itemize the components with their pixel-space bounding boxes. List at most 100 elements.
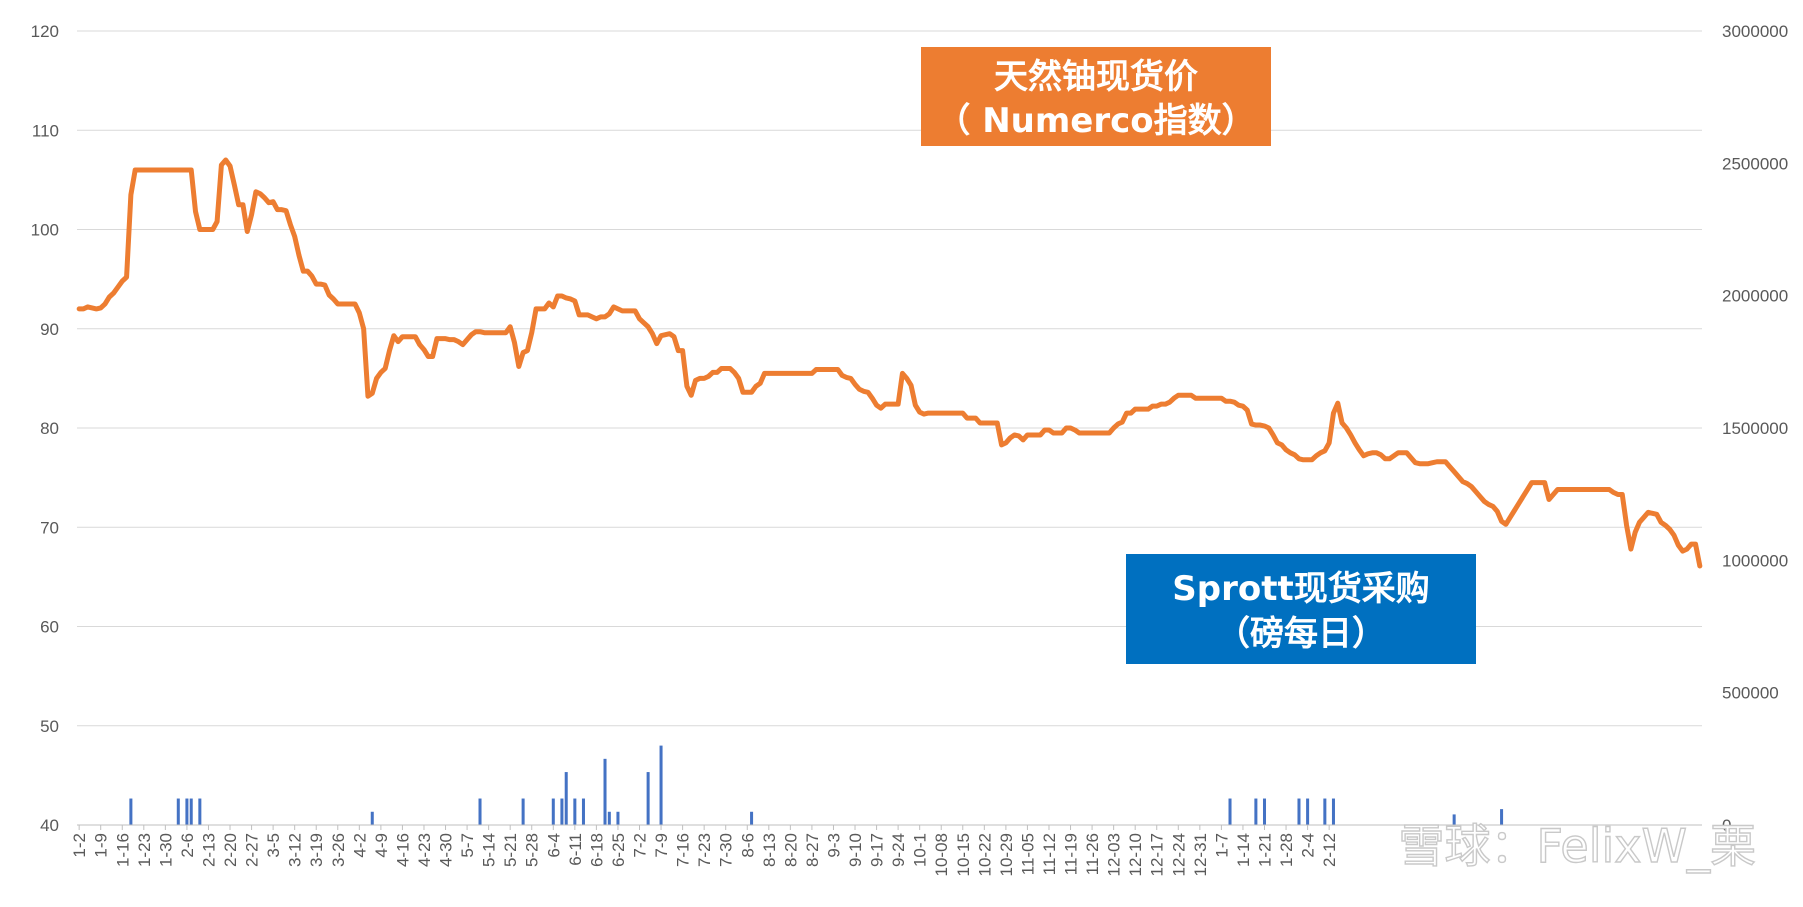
left-tick-label: 110 bbox=[32, 121, 59, 140]
x-tick-label: 9-17 bbox=[868, 833, 887, 867]
bar bbox=[370, 811, 374, 825]
x-tick-label: 2-13 bbox=[199, 833, 218, 867]
x-tick-label: 6-4 bbox=[544, 833, 563, 858]
x-tick-label: 7-23 bbox=[695, 833, 714, 867]
x-tick-label: 8-27 bbox=[803, 833, 822, 867]
x-tick-label: 5-28 bbox=[523, 833, 542, 867]
right-tick-label: 0 bbox=[1722, 816, 1731, 835]
right-tick-label: 3000000 bbox=[1722, 22, 1788, 41]
bar bbox=[1323, 798, 1327, 825]
left-tick-label: 120 bbox=[31, 22, 59, 41]
right-tick-label: 500000 bbox=[1722, 684, 1779, 703]
x-tick-label: 12-17 bbox=[1148, 833, 1167, 876]
x-tick-label: 1-16 bbox=[113, 833, 132, 867]
x-tick-label: 6-11 bbox=[566, 833, 585, 866]
x-tick-label: 7-16 bbox=[674, 833, 693, 867]
left-tick-label: 80 bbox=[40, 419, 59, 438]
bar bbox=[189, 798, 193, 825]
x-tick-label: 1-28 bbox=[1277, 833, 1296, 867]
x-tick-label: 7-9 bbox=[652, 833, 671, 858]
x-tick-label: 2-6 bbox=[178, 833, 197, 858]
x-tick-label: 3-5 bbox=[264, 833, 283, 858]
x-tick-label: 3-19 bbox=[307, 833, 326, 867]
x-tick-label: 1-14 bbox=[1234, 833, 1253, 867]
annotation-sprott-purchases-line2: （磅每日） bbox=[1216, 614, 1386, 654]
x-tick-label: 8-6 bbox=[738, 833, 757, 858]
annotation-uranium-price-line1: 天然铀现货价 bbox=[994, 57, 1198, 97]
left-tick-label: 60 bbox=[40, 618, 59, 637]
bar bbox=[750, 811, 754, 825]
x-tick-label: 12-10 bbox=[1126, 833, 1145, 876]
bar bbox=[607, 811, 611, 825]
x-tick-label: 2-27 bbox=[243, 833, 262, 867]
x-tick-label: 11-26 bbox=[1083, 833, 1102, 875]
annotation-sprott-purchases: Sprott现货采购 （磅每日） bbox=[1126, 554, 1476, 664]
bar bbox=[1306, 798, 1310, 825]
x-tick-label: 1-30 bbox=[156, 833, 175, 867]
bar bbox=[646, 772, 650, 825]
bar bbox=[176, 798, 180, 825]
x-tick-label: 5-21 bbox=[501, 833, 520, 867]
bar bbox=[1262, 798, 1267, 825]
right-tick-label: 1500000 bbox=[1722, 419, 1788, 438]
right-tick-label: 2500000 bbox=[1722, 154, 1788, 173]
annotation-uranium-price-box bbox=[921, 47, 1271, 146]
x-tick-label: 5-14 bbox=[480, 833, 499, 867]
x-tick-label: 12-03 bbox=[1105, 833, 1124, 876]
x-tick-label: 9-10 bbox=[846, 833, 865, 867]
x-tick-label: 4-9 bbox=[372, 833, 391, 858]
x-tick-label: 10-29 bbox=[997, 833, 1016, 876]
x-tick-label: 12-24 bbox=[1169, 833, 1188, 876]
bar bbox=[521, 798, 525, 825]
x-tick-label: 6-18 bbox=[587, 833, 606, 867]
x-tick-label: 11-19 bbox=[1062, 833, 1081, 875]
x-tick-label: 4-2 bbox=[350, 833, 369, 858]
x-tick-label: 9-3 bbox=[824, 833, 843, 858]
x-tick-label: 8-13 bbox=[760, 833, 779, 867]
x-tick-label: 1-7 bbox=[1212, 833, 1231, 858]
x-tick-label: 11-05 bbox=[1018, 833, 1037, 875]
x-tick-label: 1-9 bbox=[92, 833, 111, 858]
x-tick-label: 1-21 bbox=[1256, 833, 1275, 867]
x-tick-label: 2-20 bbox=[221, 833, 240, 867]
x-tick-label: 10-15 bbox=[954, 833, 973, 876]
bar bbox=[560, 798, 564, 825]
x-tick-label: 3-26 bbox=[329, 833, 348, 867]
bar bbox=[1500, 809, 1504, 825]
annotation-sprott-purchases-line1: Sprott现货采购 bbox=[1172, 569, 1429, 609]
left-tick-label: 100 bbox=[31, 221, 59, 240]
bar bbox=[1331, 798, 1335, 825]
left-tick-label: 70 bbox=[40, 518, 59, 537]
bar bbox=[616, 811, 620, 825]
left-tick-label: 40 bbox=[40, 816, 59, 835]
series-line bbox=[76, 157, 1703, 569]
right-axis: 0 500000 1000000 1500000 2000000 2500000 30000… bbox=[1722, 22, 1788, 835]
gridlines bbox=[77, 30, 1702, 826]
x-tick-label: 10-08 bbox=[932, 833, 951, 876]
x-tick-label: 6-25 bbox=[609, 833, 628, 867]
left-axis: 40 50 60 70 80 90 100 110 120 bbox=[31, 22, 59, 835]
x-tick-label: 2-12 bbox=[1320, 833, 1339, 867]
watermark: 雪球：FelixW_栗 bbox=[1398, 819, 1756, 873]
x-tick-label: 4-30 bbox=[437, 833, 456, 867]
bar bbox=[185, 798, 189, 825]
bar bbox=[1228, 798, 1232, 825]
bar bbox=[603, 758, 607, 825]
bar bbox=[564, 772, 568, 825]
bar bbox=[581, 798, 585, 825]
bar bbox=[659, 745, 663, 825]
x-tick-label: 10-1 bbox=[911, 833, 930, 867]
x-tick-label: 11-12 bbox=[1040, 833, 1059, 875]
uranium-price-line bbox=[76, 157, 1703, 569]
bar bbox=[478, 798, 482, 825]
bar bbox=[1254, 798, 1258, 825]
bar bbox=[198, 798, 202, 825]
bar bbox=[1452, 814, 1456, 825]
bar bbox=[573, 798, 577, 825]
x-axis: 1-2 1-9 1-16 1-23 1-30 2-6 2-13 2-20 2-27 3-5 3-12… bbox=[70, 824, 1702, 876]
x-tick-label: 1-23 bbox=[135, 833, 154, 867]
x-tick-label: 10-22 bbox=[975, 833, 994, 876]
x-tick-label: 8-20 bbox=[781, 833, 800, 867]
annotation-uranium-price-line2: （ Numerco指数） bbox=[936, 101, 1255, 141]
